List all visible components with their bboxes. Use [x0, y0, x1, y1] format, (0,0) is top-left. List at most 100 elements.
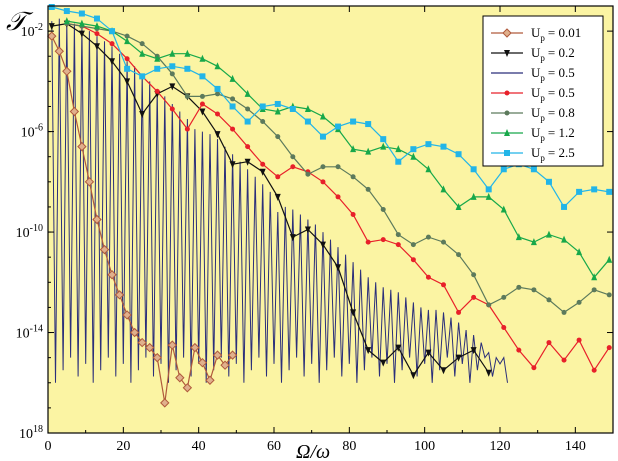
data-point — [350, 118, 357, 125]
data-point — [137, 337, 147, 348]
data-point — [470, 347, 477, 355]
data-point — [395, 145, 402, 153]
data-point — [350, 211, 356, 217]
data-point — [591, 273, 598, 281]
data-point — [320, 164, 326, 170]
data-point — [504, 90, 510, 96]
data-point — [244, 158, 251, 166]
legend-label: Up = 0.01 — [531, 25, 581, 43]
data-point — [576, 337, 582, 343]
data-point — [470, 192, 477, 200]
data-point — [122, 310, 132, 320]
legend-item: Up = 0.8 — [491, 105, 575, 123]
series-2 — [51, 18, 508, 383]
y-tick-label: 1018 — [19, 424, 43, 442]
data-point — [167, 340, 178, 350]
data-point — [380, 206, 386, 212]
data-point — [199, 108, 206, 116]
data-point — [212, 350, 223, 360]
y-tick-label: 10-2 — [21, 22, 43, 40]
data-point — [606, 188, 613, 195]
data-point — [229, 161, 236, 169]
series-0 — [47, 31, 238, 408]
data-point — [485, 369, 492, 377]
data-point — [184, 126, 190, 132]
data-point — [290, 154, 296, 160]
data-point — [63, 8, 70, 15]
data-point — [380, 142, 387, 150]
data-point — [94, 31, 100, 37]
x-tick-label: 120 — [490, 439, 511, 454]
data-point — [78, 30, 85, 38]
data-point — [244, 89, 251, 97]
data-point — [606, 345, 612, 351]
y-tick-label: 10-14 — [16, 324, 43, 342]
data-point — [259, 103, 266, 110]
data-point — [501, 294, 507, 300]
data-point — [365, 186, 371, 192]
data-point — [395, 344, 402, 352]
x-tick-label: 140 — [565, 439, 586, 454]
data-point — [500, 166, 507, 173]
data-point — [485, 186, 492, 193]
data-point — [365, 239, 371, 245]
data-point — [77, 141, 87, 152]
data-point — [501, 325, 507, 331]
data-point — [139, 41, 145, 47]
data-point — [335, 123, 342, 130]
data-point — [274, 107, 281, 115]
x-tick-label: 0 — [45, 439, 52, 454]
data-point — [304, 118, 311, 125]
data-point — [425, 349, 432, 357]
data-point — [244, 118, 251, 125]
plot-frame — [47, 5, 614, 434]
data-point — [441, 282, 446, 288]
data-point — [169, 49, 176, 57]
data-point — [78, 10, 85, 17]
data-point — [365, 121, 372, 128]
data-point — [471, 294, 477, 300]
data-point — [471, 272, 477, 278]
data-point — [380, 359, 387, 367]
data-point — [440, 143, 447, 150]
data-point — [182, 383, 193, 393]
data-point — [230, 96, 236, 102]
data-point — [139, 111, 146, 119]
series-line — [51, 22, 490, 377]
data-point — [139, 73, 146, 80]
data-point — [274, 193, 281, 201]
data-point — [530, 166, 537, 173]
data-point — [124, 56, 130, 62]
data-point — [184, 65, 191, 72]
legend-item: Up = 0.5 — [491, 85, 575, 103]
data-point — [591, 186, 598, 193]
legend: Up = 0.01 Up = 0.2 Up = 0.5 Up = 0.5 Up = 0.8 Up = … — [482, 15, 604, 167]
data-point — [576, 299, 582, 305]
data-point — [502, 28, 512, 38]
data-point — [561, 357, 567, 363]
data-point — [99, 244, 110, 255]
data-point — [109, 41, 115, 47]
data-point — [561, 203, 568, 210]
ticks-layer: 0 20 40 60 80 100 120 140 10-2 10-6 10-10 10-14 1018 — [16, 6, 613, 454]
data-point — [47, 31, 57, 41]
data-point — [395, 232, 401, 238]
legend-label: Up = 0.8 — [531, 105, 575, 123]
legend-item: Up = 0.2 — [491, 45, 575, 63]
series-1 — [48, 20, 492, 380]
data-point — [456, 309, 462, 315]
legend-item: Up = 0.01 — [491, 25, 581, 43]
data-point — [215, 111, 220, 117]
data-point — [335, 164, 341, 170]
data-point — [304, 226, 311, 234]
series-layer — [47, 4, 613, 408]
data-point — [160, 398, 170, 408]
legend-label: Up = 2.5 — [531, 145, 575, 163]
legend-item: Up = 1.2 — [491, 125, 575, 143]
data-point — [92, 214, 102, 225]
data-point — [109, 28, 116, 35]
data-point — [48, 4, 55, 10]
data-point — [380, 237, 386, 243]
data-point — [410, 242, 416, 248]
